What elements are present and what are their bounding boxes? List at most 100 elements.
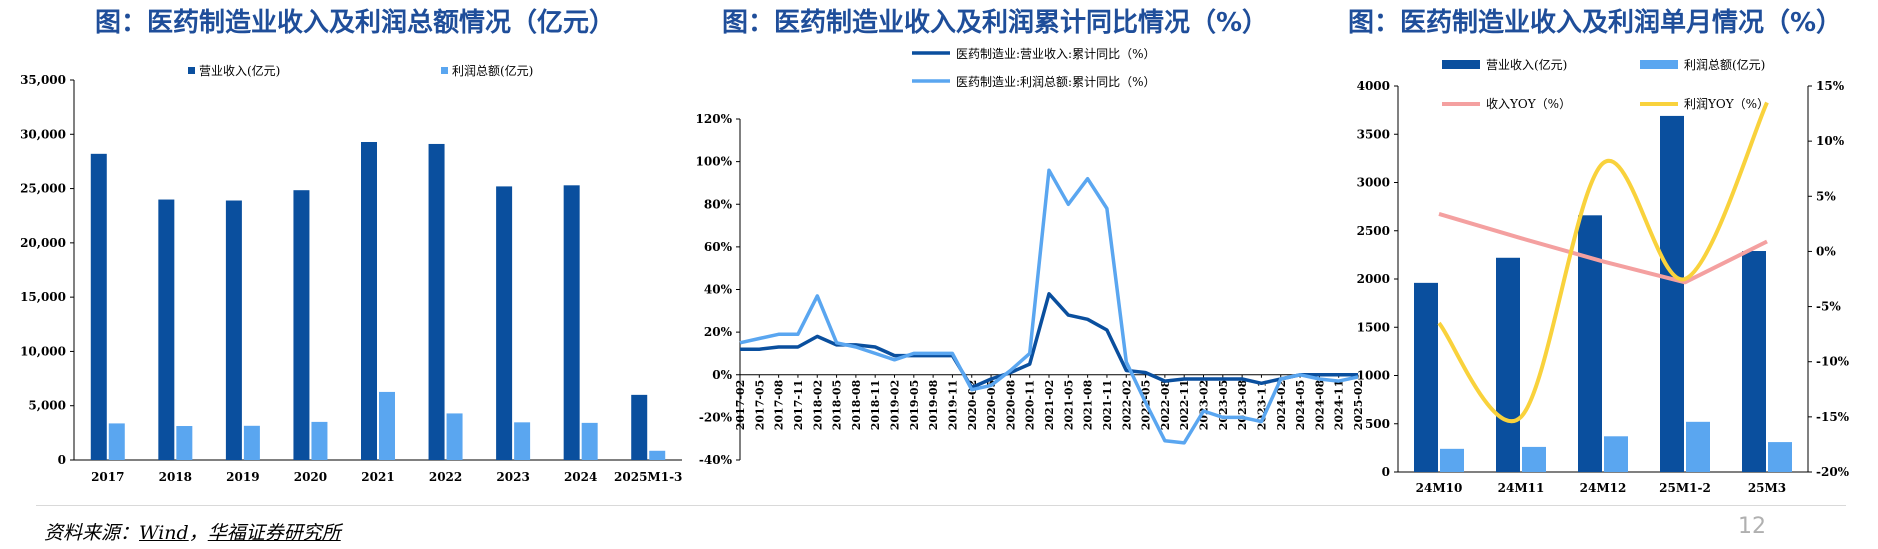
chart3-y2-tick-label: -5% xyxy=(1816,300,1841,314)
chart2-x-tick-label: 2017-08 xyxy=(773,379,786,430)
chart3-line-revenue-yoy xyxy=(1438,211,1768,285)
chart1-bar-profit xyxy=(446,413,463,460)
chart1-y-tick-label: 25,000 xyxy=(20,182,66,196)
chart2-x-tick-label: 2018-02 xyxy=(811,380,824,431)
chart3-y2-tick-label: -20% xyxy=(1816,465,1850,479)
chart2-x-tick-label: 2022-11 xyxy=(1178,380,1191,431)
chart1-bar-profit xyxy=(243,425,260,460)
chart3-legend-profit: 利润总额(亿元) xyxy=(1684,57,1765,72)
chart2-legend-revenue: 医药制造业:营业收入:累计同比（%） xyxy=(956,47,1156,61)
chart3-bar-profit xyxy=(1440,448,1464,472)
chart2-x-tick-label: 2020-02 xyxy=(966,380,979,431)
source-wind: Wind xyxy=(139,522,189,544)
chart1-title: 图：医药制造业收入及利润总额情况（亿元） xyxy=(95,8,616,38)
chart3-legend-revenue-yoy: 收入YOY（%） xyxy=(1486,97,1571,111)
chart2-x-tick-label: 2017-05 xyxy=(753,380,766,431)
chart1-x-tick-label: 2022 xyxy=(429,470,462,484)
chart3-y-tick-label: 500 xyxy=(1365,417,1390,431)
chart2-y-tick-label: 100% xyxy=(696,155,733,169)
chart2-x-tick-label: 2020-08 xyxy=(1004,379,1017,430)
chart1-y-tick-label: 20,000 xyxy=(20,236,66,250)
chart2-x-tick-label: 2019-02 xyxy=(889,380,902,431)
chart2-x-tick-label: 2021-05 xyxy=(1062,380,1075,431)
chart3-x-tick-label: 24M10 xyxy=(1416,481,1463,495)
chart2-y-tick-label: 0% xyxy=(712,368,732,382)
chart3-title: 图：医药制造业收入及利润单月情况（%） xyxy=(1348,8,1843,38)
chart2-x-tick-label: 2024-08 xyxy=(1313,379,1326,430)
chart3-y-tick-label: 3500 xyxy=(1357,127,1390,141)
chart3-x-tick-label: 25M3 xyxy=(1748,481,1786,495)
chart1-y-tick-label: 15,000 xyxy=(20,290,66,304)
chart2-line-profit-yoy xyxy=(739,168,1359,445)
chart1-y-tick-label: 10,000 xyxy=(20,344,66,358)
chart1-bar-revenue xyxy=(293,190,310,460)
chart2-x-tick-label: 2022-02 xyxy=(1120,380,1133,431)
chart2-x-tick-label: 2021-11 xyxy=(1101,380,1114,431)
source-note: 资料来源：Wind，华福证券研究所 xyxy=(44,518,341,545)
chart1-bar-revenue xyxy=(90,153,107,461)
chart3-y-tick-label: 1000 xyxy=(1357,369,1390,383)
chart3-bar-revenue xyxy=(1742,251,1766,472)
page-number: 12 xyxy=(1738,514,1766,539)
chart1-legend-swatch-profit xyxy=(441,67,448,74)
chart1-bar-profit xyxy=(108,423,125,460)
chart1-x-tick-label: 2017 xyxy=(91,470,124,484)
chart2-x-tick-label: 2019-05 xyxy=(908,380,921,431)
chart1-legend-revenue: 营业收入(亿元) xyxy=(199,63,280,78)
chart2-y-tick-label: 40% xyxy=(704,283,733,297)
chart2-x-tick-label: 2020-05 xyxy=(985,380,998,431)
chart3-y2-tick-label: 0% xyxy=(1816,244,1836,258)
chart2-x-tick-label: 2018-11 xyxy=(869,380,882,431)
chart2-y-tick-label: 120% xyxy=(696,112,733,126)
chart3-x-tick-label: 25M1-2 xyxy=(1659,481,1711,495)
chart1-y-tick-label: 0 xyxy=(58,453,66,467)
chart1-y-tick-label: 35,000 xyxy=(20,73,66,87)
chart3-y-tick-label: 2500 xyxy=(1357,224,1390,238)
chart2-x-tick-label: 2017-02 xyxy=(734,380,747,431)
chart2-y-tick-label: 20% xyxy=(704,325,733,339)
chart1-bar-profit xyxy=(649,450,666,460)
chart3-bar-profit xyxy=(1604,436,1628,472)
chart2-x-tick-label: 2017-11 xyxy=(792,380,805,431)
chart1-bar-profit xyxy=(581,422,598,460)
chart1-bar-profit xyxy=(514,422,531,460)
chart3-legend-swatch-profit xyxy=(1640,60,1678,69)
chart1-bar-profit xyxy=(379,391,395,460)
chart3-x-tick-label: 24M11 xyxy=(1498,481,1545,495)
chart2-x-tick-label: 2025-02 xyxy=(1352,380,1365,431)
chart3-line-profit-yoy xyxy=(1437,101,1769,423)
source-org: 华福证券研究所 xyxy=(207,522,341,544)
chart1-x-tick-label: 2023 xyxy=(496,470,529,484)
source-label: 资料来源： xyxy=(44,522,140,544)
chart2-x-tick-label: 2024-05 xyxy=(1294,380,1307,431)
chart3-y2-tick-label: 10% xyxy=(1816,134,1845,148)
chart3-y-tick-label: 4000 xyxy=(1357,79,1390,93)
chart3-bar-profit xyxy=(1522,446,1546,472)
chart2-x-tick-label: 2021-08 xyxy=(1082,379,1095,430)
chart2-x-tick-label: 2024-02 xyxy=(1275,380,1288,431)
chart3-y-tick-label: 0 xyxy=(1382,465,1390,479)
chart1-x-tick-label: 2018 xyxy=(159,470,192,484)
chart3-y2-tick-label: 15% xyxy=(1816,79,1845,93)
chart2-x-tick-label: 2019-11 xyxy=(946,380,959,431)
chart3-bar-profit xyxy=(1686,421,1710,472)
chart1-bar-revenue xyxy=(225,200,242,460)
source-sep: ， xyxy=(188,522,208,544)
chart1-bar-revenue xyxy=(496,186,513,460)
chart2-y-tick-label: 80% xyxy=(704,197,733,211)
chart2-y-tick-label: 60% xyxy=(704,240,733,254)
chart1-x-tick-label: 2019 xyxy=(226,470,259,484)
chart3-y2-tick-label: -15% xyxy=(1816,410,1850,424)
chart1-bar-revenue xyxy=(428,143,445,460)
chart1-legend-profit: 利润总额(亿元) xyxy=(452,63,533,78)
chart1-x-tick-label: 2024 xyxy=(564,470,597,484)
footer-divider xyxy=(36,505,1846,506)
chart3-y2-tick-label: 5% xyxy=(1816,189,1836,203)
chart1-x-tick-label: 2021 xyxy=(361,470,394,484)
chart2-title: 图：医药制造业收入及利润累计同比情况（%） xyxy=(722,8,1269,38)
chart2-x-tick-label: 2024-11 xyxy=(1333,380,1346,431)
chart1-bar-profit xyxy=(176,426,193,460)
